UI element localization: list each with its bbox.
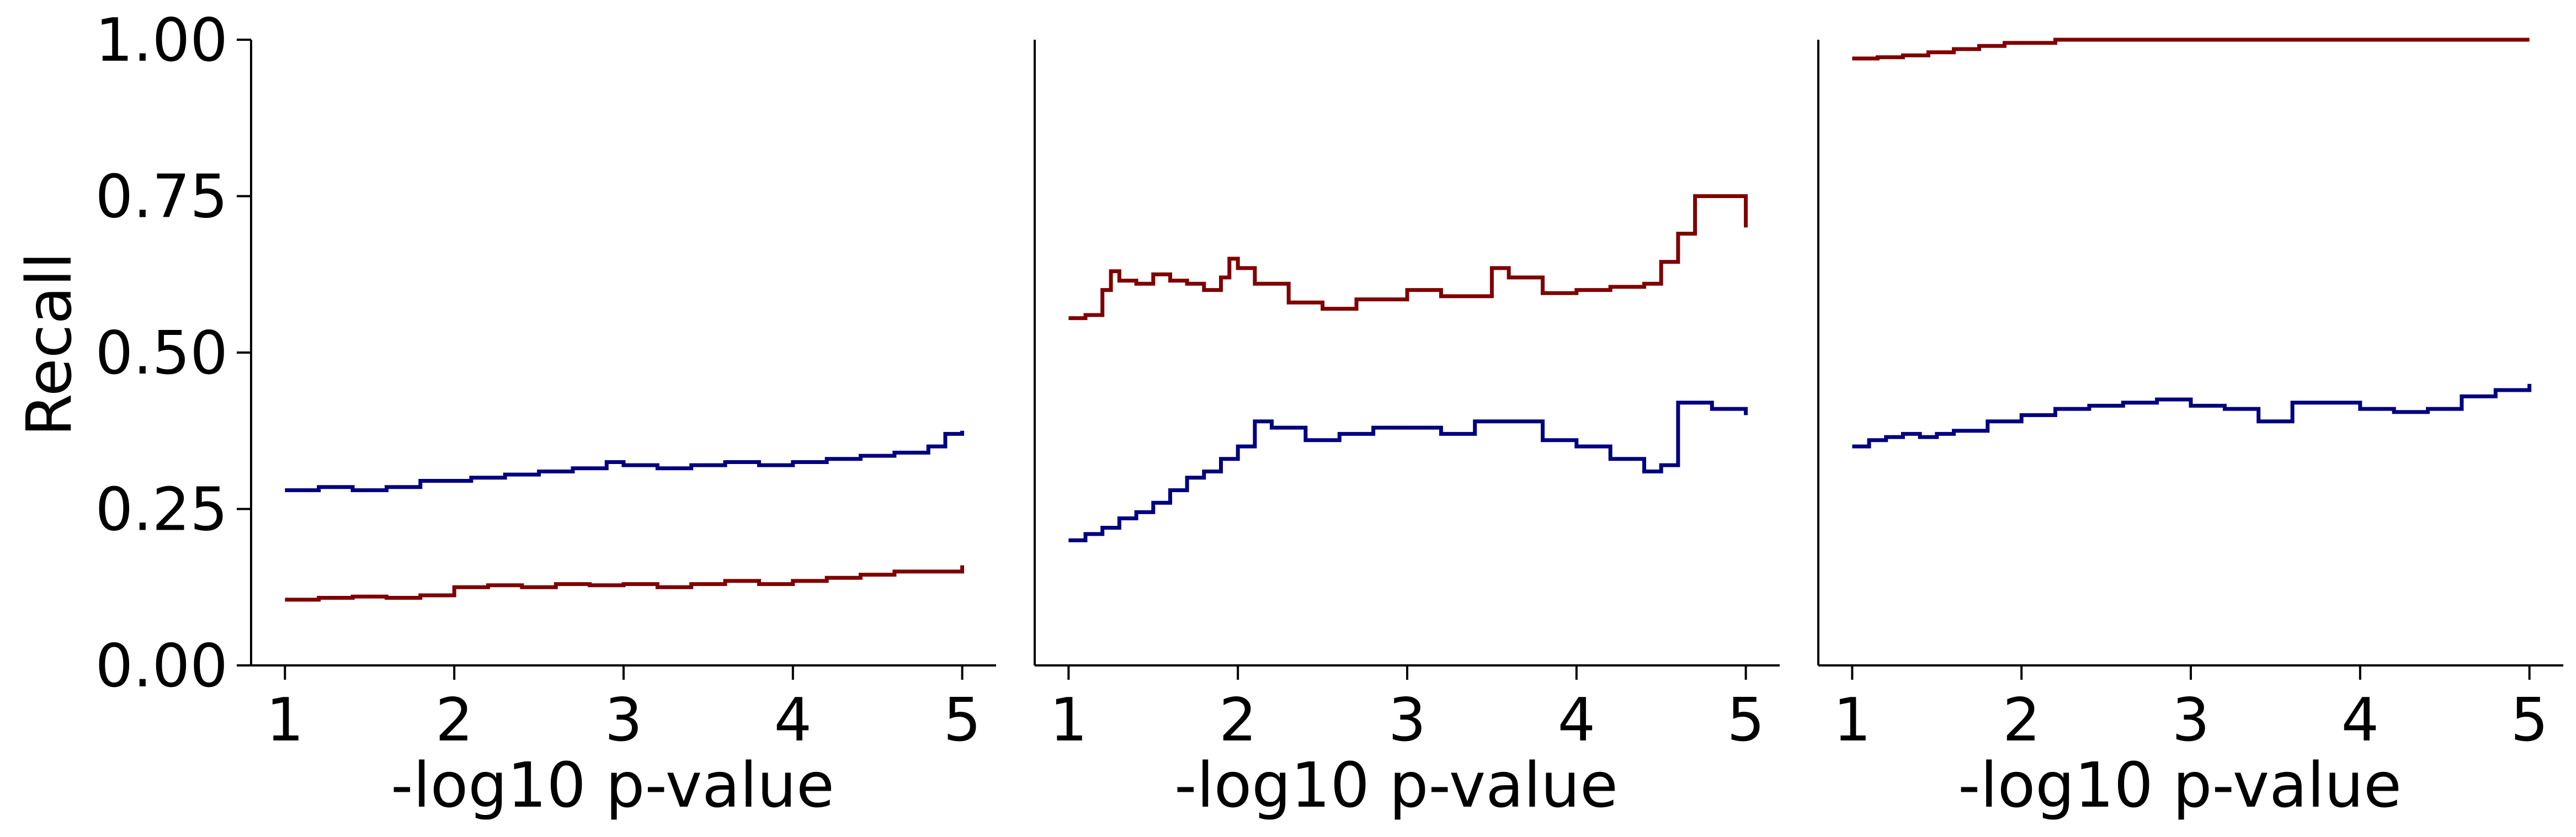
- panel-2-x-tick-label: 5: [1727, 686, 1765, 755]
- panel-2-x-axis-title: -log10 p-value: [1174, 750, 1618, 822]
- panel-1-x-axis-title: -log10 p-value: [391, 750, 834, 822]
- panel-3-x-tick-label: 1: [1833, 686, 1871, 755]
- panel-1-x-tick-label: 1: [266, 686, 304, 755]
- panel-2-x-tick-label: 2: [1219, 686, 1257, 755]
- panel-3-series-1-line: [1852, 383, 2532, 449]
- panel-3-x-tick-label: 4: [2341, 686, 2379, 755]
- panel-1-y-tick-label: 0.00: [95, 632, 228, 701]
- panel-3-series-2-line: [1852, 38, 2530, 61]
- panel-1-x-tick-label: 2: [435, 686, 473, 755]
- panel-1-y-tick-label: 0.75: [95, 163, 228, 232]
- panel-3-x-tick-label: 3: [2172, 686, 2210, 755]
- panel-1-series-1-line: [285, 430, 965, 492]
- panel-2-series-2-line: [1068, 194, 1748, 321]
- panel-2-x-tick-label: 3: [1388, 686, 1427, 755]
- panel-1-series-2-line: [285, 565, 965, 602]
- panel-1-x-tick-label: 5: [943, 686, 981, 755]
- panel-1-y-tick-label: 0.25: [95, 476, 228, 545]
- panel-1-y-axis-title: Recall: [14, 252, 86, 436]
- panel-3-x-axis-title: -log10 p-value: [1958, 750, 2402, 822]
- panel-1-y-tick-label: 1.00: [95, 6, 228, 75]
- panel-1-y-tick-label: 0.50: [95, 319, 228, 388]
- panel-3-x-tick-label: 2: [2003, 686, 2041, 755]
- panel-3-x-tick-label: 5: [2510, 686, 2548, 755]
- panel-2-series-1-line: [1068, 401, 1748, 542]
- panel-1-x-tick-label: 3: [605, 686, 643, 755]
- panel-2-x-tick-label: 4: [1557, 686, 1595, 755]
- panel-2-x-tick-label: 1: [1050, 686, 1088, 755]
- panel-1-x-tick-label: 4: [774, 686, 812, 755]
